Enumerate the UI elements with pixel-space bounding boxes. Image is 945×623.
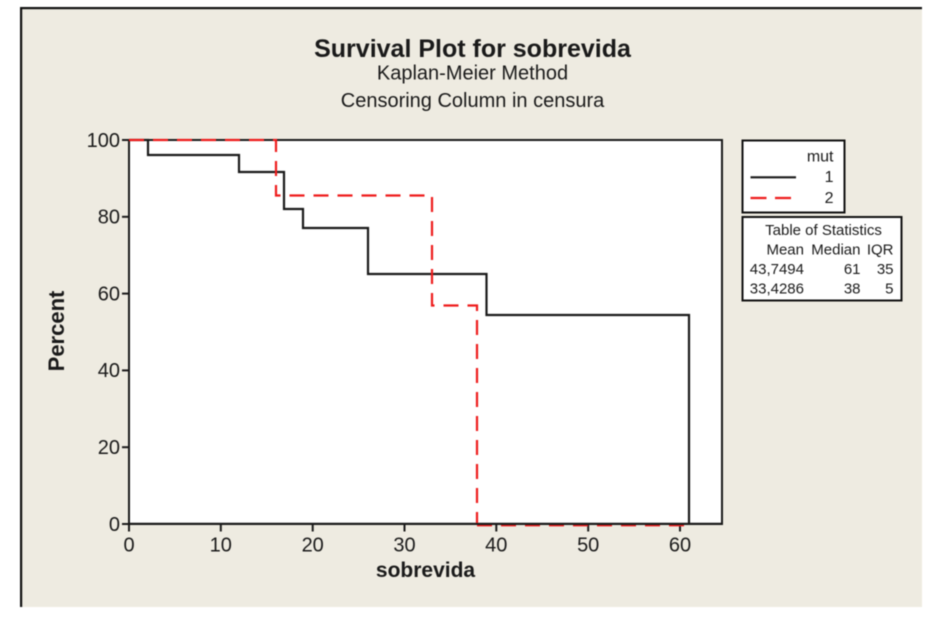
svg-text:20: 20 — [98, 437, 120, 459]
svg-text:40: 40 — [485, 535, 507, 557]
svg-text:Median: Median — [811, 241, 860, 258]
svg-text:Kaplan-Meier Method: Kaplan-Meier Method — [377, 63, 568, 85]
svg-text:Mean: Mean — [766, 241, 804, 258]
svg-text:2: 2 — [825, 190, 834, 207]
svg-text:sobrevida: sobrevida — [376, 559, 476, 582]
svg-text:Survival Plot for sobrevida: Survival Plot for sobrevida — [314, 35, 632, 63]
svg-text:100: 100 — [87, 130, 120, 152]
svg-text:IQR: IQR — [867, 241, 894, 258]
svg-text:Censoring Column in censura: Censoring Column in censura — [341, 90, 605, 112]
svg-text:61: 61 — [844, 261, 861, 278]
svg-text:20: 20 — [302, 535, 324, 557]
svg-text:30: 30 — [393, 535, 415, 557]
svg-text:80: 80 — [98, 207, 120, 229]
svg-text:35: 35 — [877, 261, 894, 278]
svg-text:50: 50 — [577, 535, 599, 557]
svg-text:33,4286: 33,4286 — [750, 280, 804, 297]
svg-text:1: 1 — [825, 169, 834, 186]
svg-text:38: 38 — [844, 280, 861, 297]
svg-text:mut: mut — [807, 149, 834, 166]
svg-text:10: 10 — [210, 535, 232, 557]
svg-text:Percent: Percent — [44, 290, 69, 371]
svg-text:40: 40 — [98, 360, 120, 382]
svg-text:60: 60 — [669, 535, 691, 557]
svg-text:60: 60 — [98, 283, 120, 305]
svg-text:5: 5 — [885, 280, 893, 297]
svg-text:0: 0 — [123, 535, 134, 557]
svg-text:Table of Statistics: Table of Statistics — [765, 222, 882, 239]
svg-text:0: 0 — [109, 514, 120, 536]
svg-text:43,7494: 43,7494 — [750, 261, 804, 278]
